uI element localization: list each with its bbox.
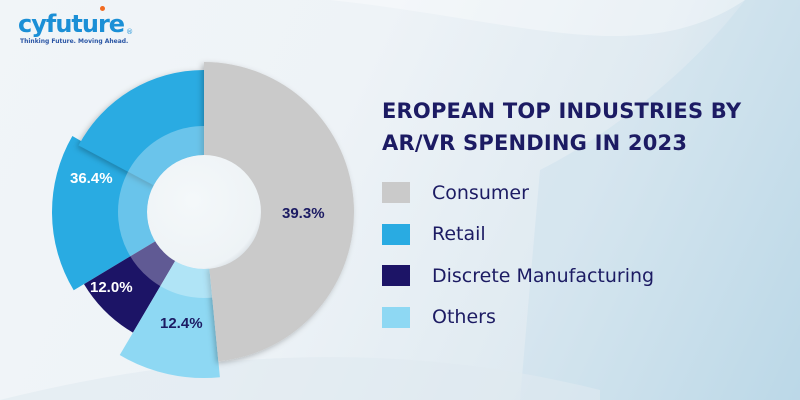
legend-swatch-consumer: [382, 182, 410, 204]
chart-title-line-2: AR/VR SPENDING IN 2023: [382, 131, 688, 155]
legend-label-retail: Retail: [432, 223, 486, 246]
legend-item-retail: Retail: [382, 214, 654, 256]
chart-legend: Consumer Retail Discrete Manufacturing O…: [382, 172, 654, 338]
bottom-sweep-shape: [0, 357, 600, 400]
slice-discrete-manufacturing: [83, 240, 177, 333]
slice-consumer: [204, 62, 354, 362]
slice-retail-lower: [51, 136, 157, 291]
slice-others: [119, 259, 220, 378]
registered-mark: ®: [126, 28, 134, 36]
slice-retail-upper: [78, 70, 204, 187]
legend-swatch-discrete-manufacturing: [382, 265, 410, 287]
logo-dot-icon: [100, 6, 105, 11]
inner-ring-overlay: [117, 126, 290, 298]
chart-title-line-1: EROPEAN TOP INDUSTRIES BY: [382, 99, 742, 123]
legend-swatch-retail: [382, 223, 410, 245]
legend-item-consumer: Consumer: [382, 172, 654, 214]
legend-swatch-others: [382, 306, 410, 328]
slice-labels-group: 36.4% 12.0% 12.4% 39.3%: [70, 170, 325, 332]
legend-label-others: Others: [432, 306, 496, 329]
legend-label-consumer: Consumer: [432, 181, 529, 204]
legend-item-others: Others: [382, 297, 654, 339]
slice-label-retail: 36.4%: [70, 170, 113, 187]
logo-tagline: Thinking Future. Moving Ahead.: [20, 38, 129, 45]
chart-title: EROPEAN TOP INDUSTRIES BY AR/VR SPENDING…: [382, 95, 782, 159]
slice-label-consumer: 39.3%: [282, 205, 325, 222]
logo-wordmark: cyfuture: [18, 10, 125, 38]
light-sweep-shape: [330, 0, 745, 37]
slices-group: [51, 62, 354, 378]
donut-hole: [147, 155, 261, 269]
slice-label-others: 12.4%: [160, 315, 203, 332]
logo-wordmark-row: cyfuture ®: [18, 6, 133, 37]
legend-item-discrete-manufacturing: Discrete Manufacturing: [382, 255, 654, 297]
slice-label-discrete-manufacturing: 12.0%: [90, 279, 133, 296]
blue-sweep-shape: [520, 0, 800, 400]
legend-label-discrete-manufacturing: Discrete Manufacturing: [432, 264, 655, 287]
cyfuture-logo: cyfuture ® Thinking Future. Moving Ahead…: [18, 6, 133, 46]
